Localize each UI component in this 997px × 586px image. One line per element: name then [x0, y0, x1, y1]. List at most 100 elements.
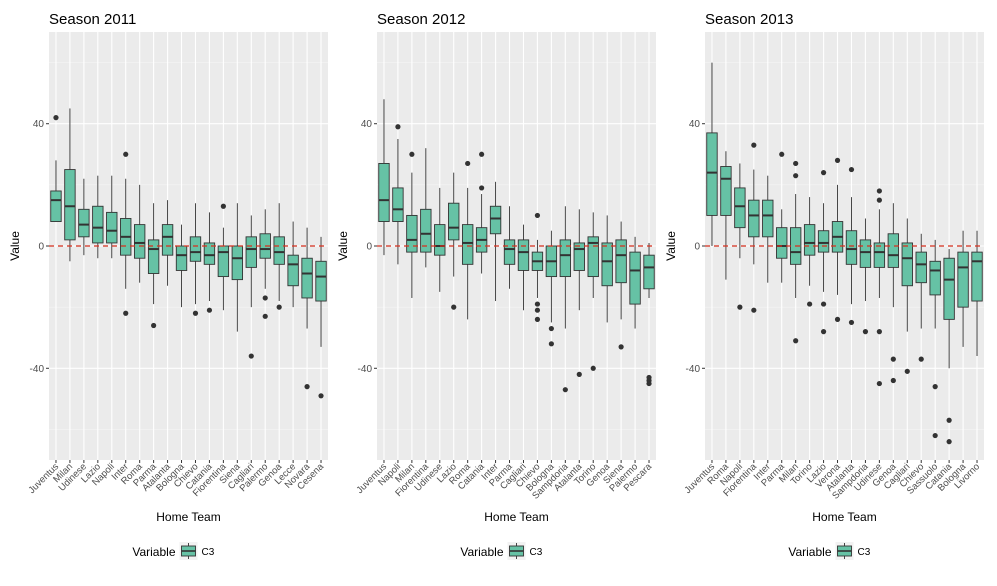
outlier-point [834, 157, 841, 163]
outlier-point [534, 307, 541, 313]
box-atalanta [161, 200, 174, 286]
y-tick-label: -40 [358, 364, 373, 375]
box-chievo [189, 203, 202, 316]
legend-title: Variable [788, 545, 831, 559]
box-body [601, 242, 613, 287]
legend-key-label: C3 [858, 547, 871, 558]
outlier-point [876, 329, 882, 335]
outlier-point [876, 380, 882, 387]
legend-title: Variable [132, 545, 175, 559]
box-body [643, 254, 655, 290]
box-body [420, 208, 432, 253]
box-body [287, 254, 299, 287]
box-fiorentina [748, 142, 760, 313]
outlier-point [262, 313, 268, 319]
box-body [406, 214, 418, 253]
box-chievo [915, 233, 927, 362]
x-axis-title: Home Team [156, 510, 220, 524]
box-genoa [601, 215, 613, 323]
box-genoa [273, 203, 285, 310]
box-body [803, 224, 816, 256]
box-body [901, 242, 913, 287]
box-body [929, 260, 941, 296]
chart-panel-3: Season 2013-40040ValueJuventusRomaNapoli… [664, 11, 984, 560]
box-body [217, 245, 230, 278]
outlier-point [793, 338, 799, 344]
outlier-point [548, 325, 554, 332]
box-chievo [531, 212, 544, 322]
box-body [957, 251, 969, 308]
outlier-point [318, 393, 324, 399]
outlier-point [751, 307, 757, 313]
box-body [50, 190, 62, 222]
outlier-point [534, 212, 541, 219]
box-milan [406, 151, 418, 298]
legend: Variable C3 [460, 542, 543, 560]
outlier-point [834, 316, 841, 322]
outlier-point [932, 432, 938, 439]
box-torino [587, 212, 599, 371]
box-body [133, 224, 146, 259]
box-body [573, 242, 585, 271]
legend: Variable C3 [132, 542, 215, 560]
outlier-point [820, 301, 827, 307]
box-torino [803, 197, 816, 307]
outlier-point [395, 124, 401, 130]
outlier-point [534, 301, 541, 307]
outlier-point [262, 295, 268, 301]
outlier-point [820, 170, 827, 176]
box-parma [503, 206, 516, 289]
box-fiorentina [420, 148, 432, 268]
outlier-point [793, 160, 799, 167]
box-body [748, 199, 760, 238]
box-body [587, 236, 599, 278]
outlier-point [876, 197, 882, 203]
box-lazio [92, 175, 104, 259]
box-siena [615, 221, 627, 350]
box-sampdoria [559, 206, 572, 393]
box-body [378, 163, 390, 222]
box-napoli [106, 175, 118, 259]
box-siena [231, 203, 244, 332]
box-napoli [392, 124, 404, 265]
box-palermo [629, 236, 641, 329]
box-body [873, 242, 886, 268]
box-novara [301, 227, 313, 390]
box-parma [147, 203, 160, 329]
box-body [175, 245, 188, 271]
outlier-point [751, 142, 757, 148]
outlier-point [576, 371, 582, 377]
box-roma [133, 184, 146, 283]
outlier-point [876, 188, 882, 194]
y-axis-title: Value [336, 231, 350, 261]
box-body [734, 187, 746, 229]
box-body [503, 239, 516, 265]
outlier-point [548, 341, 554, 347]
box-inter [489, 181, 502, 302]
box-body [301, 257, 313, 299]
outlier-point [779, 151, 785, 157]
box-body [943, 257, 955, 320]
x-axis-title: Home Team [812, 510, 876, 524]
outlier-point [248, 353, 254, 359]
outlier-point [409, 151, 415, 157]
outlier-point [848, 319, 855, 326]
outlier-point [465, 160, 471, 167]
box-body [315, 260, 327, 302]
box-body [762, 199, 774, 238]
chart-title: Season 2011 [49, 11, 136, 28]
chart-title: Season 2013 [705, 11, 793, 28]
outlier-point [192, 310, 199, 316]
outlier-point [123, 310, 129, 316]
box-body [78, 208, 90, 238]
box-body [559, 239, 572, 278]
legend: Variable C3 [788, 542, 871, 560]
outlier-point [890, 356, 896, 362]
outlier-point [123, 151, 129, 157]
box-verona [831, 157, 844, 322]
chart-panel-1: Season 2011-40040ValueJuventusMilanUdine… [8, 11, 328, 560]
legend-key-label: C3 [530, 547, 543, 558]
box-catania [943, 249, 955, 445]
outlier-point [793, 173, 799, 179]
outlier-point [618, 344, 624, 350]
